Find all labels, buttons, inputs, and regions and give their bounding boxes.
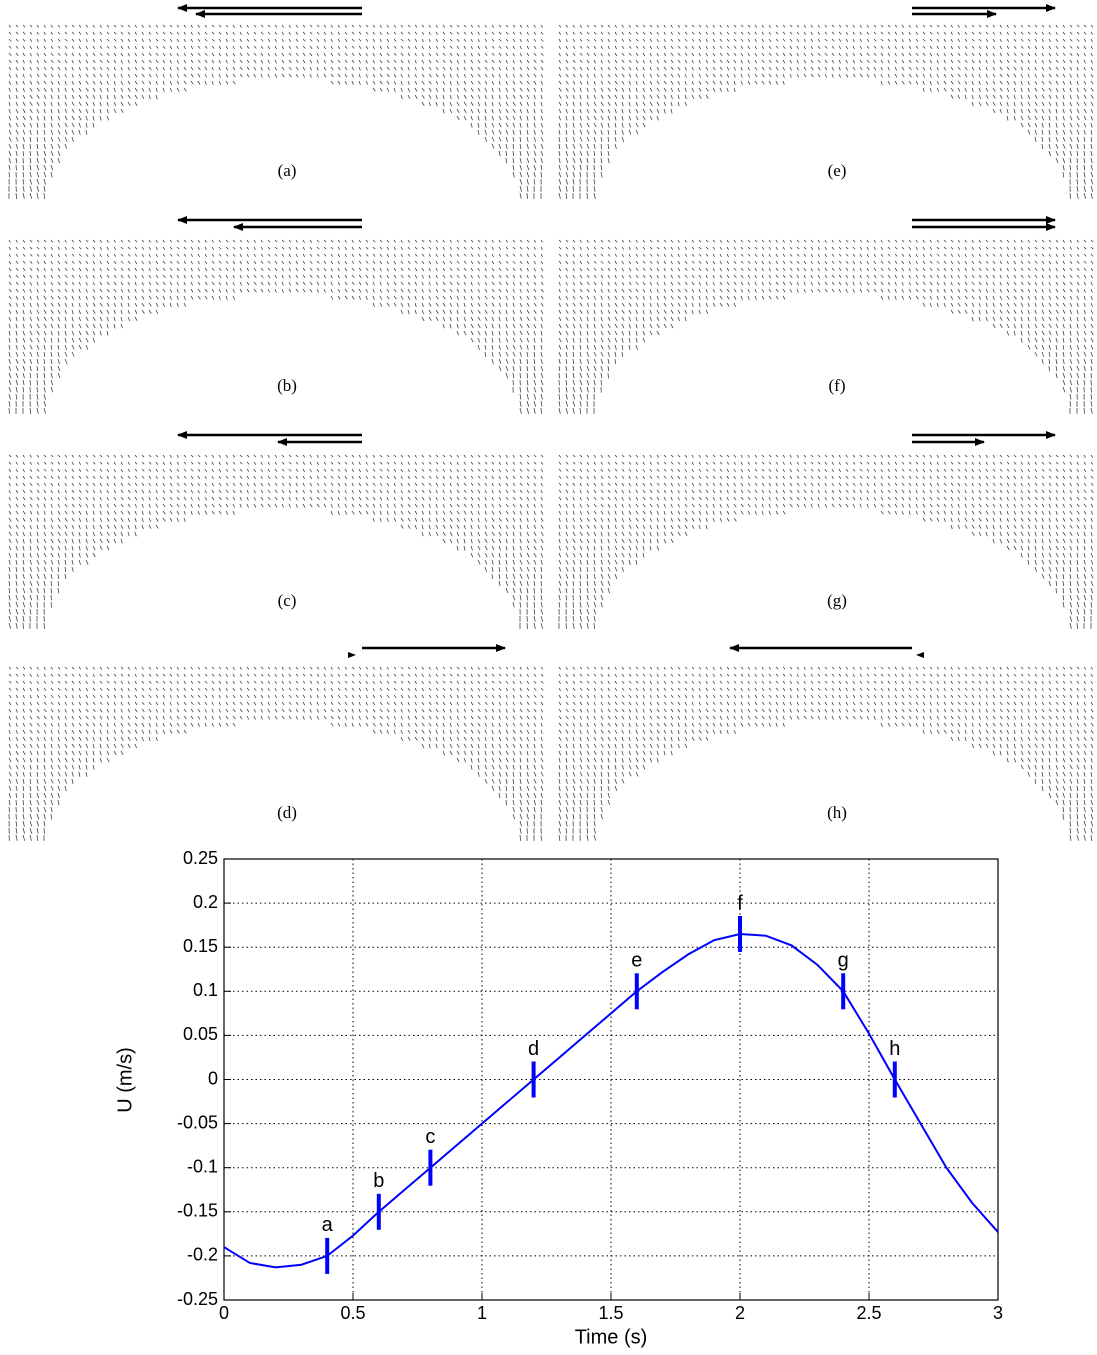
panel-label: (a) [278,161,297,180]
vector-field [8,666,544,841]
y-tick-label: 0.05 [183,1024,218,1044]
vector-field [8,454,544,629]
vector-field [558,666,1094,841]
panel-label: (g) [827,591,847,610]
arrow-tick [348,652,356,658]
y-tick-label: -0.05 [177,1112,218,1132]
panel-label: (c) [278,591,297,610]
panel-label: (b) [277,376,297,395]
y-tick-label: 0.25 [183,848,218,868]
marker-label: b [373,1170,384,1192]
x-tick-label: 1.5 [598,1303,623,1323]
y-tick-label: 0.1 [193,980,218,1000]
x-tick-label: 2 [735,1303,745,1323]
vector-field [558,24,1094,199]
vector-field [8,24,544,199]
panel-label: (f) [829,376,846,395]
y-tick-label: -0.15 [177,1201,218,1221]
marker-label: c [425,1126,435,1148]
arrow-tick [916,652,924,658]
y-axis-label: U (m/s) [114,1047,136,1113]
vector-field [558,239,1094,414]
y-tick-label: 0 [208,1068,218,1088]
panel-label: (d) [277,803,297,822]
y-tick-label: 0.2 [193,892,218,912]
marker-label: a [322,1214,334,1236]
series-line [223,932,999,1269]
vector-field [558,454,1094,629]
y-tick-label: 0.15 [183,936,218,956]
x-tick-label: 0 [219,1303,229,1323]
plot-frame [223,858,999,1301]
marker-label: d [528,1038,539,1060]
vector-field [8,239,544,414]
y-tick-label: -0.2 [187,1245,218,1265]
x-tick-label: 2.5 [856,1303,881,1323]
y-tick-label: -0.25 [177,1289,218,1309]
x-tick-label: 1 [477,1303,487,1323]
x-tick-label: 0.5 [340,1303,365,1323]
marker-label: g [838,950,849,972]
marker-label: h [889,1038,900,1060]
panel-label: (h) [827,803,847,822]
x-tick-label: 3 [993,1303,1003,1323]
x-axis-label: Time (s) [575,1326,648,1348]
panel-label: (e) [828,161,847,180]
marker-label: f [737,892,743,914]
y-tick-label: -0.1 [187,1156,218,1176]
marker-label: e [631,950,642,972]
